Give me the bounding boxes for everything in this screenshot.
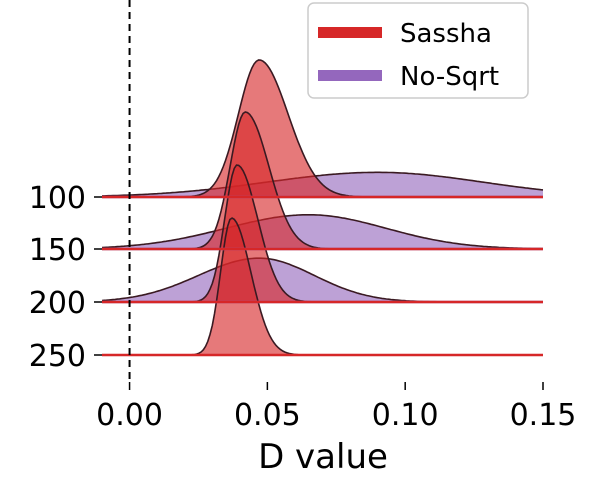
- legend: Sassha No-Sqrt: [307, 2, 529, 99]
- density-fill-no-sqrt-row-150: [102, 214, 543, 249]
- y-axis-ticks: 100 150 200 250: [29, 181, 102, 374]
- row-baselines: [102, 195, 543, 357]
- x-tick-label: 0.10: [372, 398, 439, 433]
- distribution-curves: [101, 59, 544, 356]
- y-tick-label: 250: [29, 339, 86, 374]
- x-axis-ticks: 0.00 0.05 0.10 0.15: [96, 382, 576, 433]
- x-axis-label: D value: [258, 437, 388, 477]
- x-tick-label: 0.05: [234, 398, 301, 433]
- legend-label-no-sqrt: No-Sqrt: [400, 62, 499, 92]
- y-tick-label: 200: [29, 286, 86, 321]
- x-tick-label: 0.00: [96, 398, 163, 433]
- y-tick-label: 100: [29, 181, 86, 216]
- x-tick-label: 0.15: [510, 398, 577, 433]
- legend-label-sassha: Sassha: [400, 19, 492, 49]
- density-curve-no-sqrt-row-150: [101, 214, 544, 250]
- legend-swatch-sassha: [318, 27, 382, 38]
- y-tick-label: 150: [29, 233, 86, 268]
- density-curve-no-sqrt-row-100: [102, 171, 544, 197]
- legend-swatch-no-sqrt: [318, 70, 382, 81]
